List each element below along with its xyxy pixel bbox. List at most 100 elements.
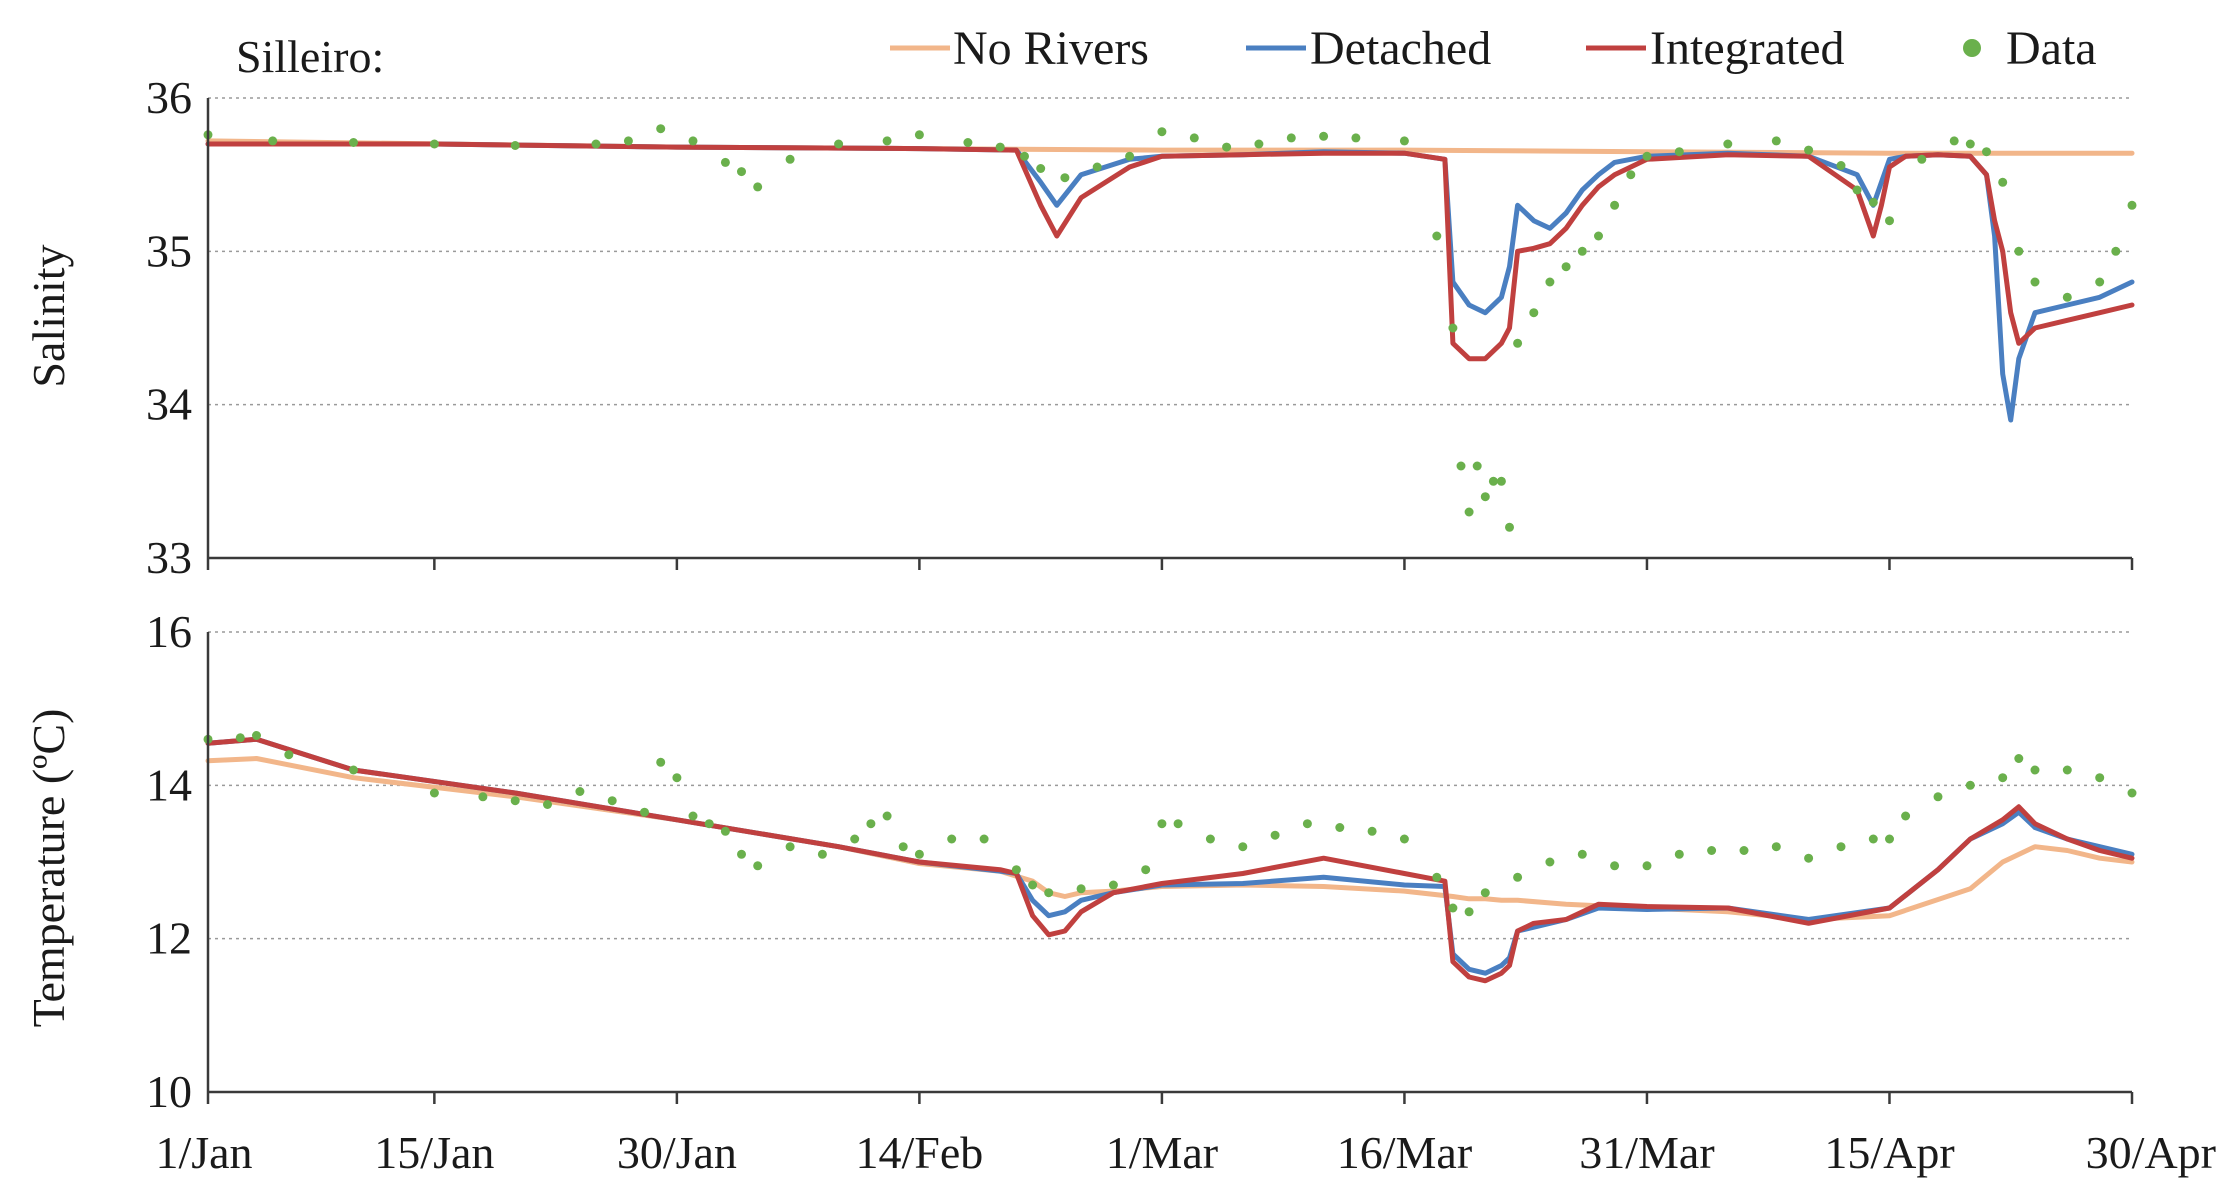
temperature-series-data-point-12 bbox=[656, 757, 666, 767]
salinity-series-data-point-20 bbox=[1060, 173, 1070, 183]
temperature-series-data-point-9 bbox=[575, 787, 585, 796]
salinity-series-data-point-10 bbox=[737, 167, 746, 177]
temperature-series-data-point-42 bbox=[1399, 834, 1409, 844]
salinity-series-integrated bbox=[205, 141, 2135, 362]
salinity-series-data-point-1 bbox=[268, 136, 278, 146]
salinity-series-data-point-43 bbox=[1561, 262, 1571, 272]
salinity-series-data-point-23 bbox=[1157, 127, 1167, 137]
salinity-series-data-point-22 bbox=[1125, 151, 1135, 161]
salinity-series-data-point-27 bbox=[1286, 133, 1296, 143]
temperature-series-data-point-49 bbox=[1577, 849, 1587, 859]
temperature-series-data-point-38 bbox=[1270, 830, 1280, 840]
salinity-y-tick-label-33: 33 bbox=[146, 532, 192, 583]
salinity-series-data-point-60 bbox=[1982, 147, 1991, 157]
salinity-axis-title: Salinity bbox=[23, 244, 74, 387]
salinity-series-data-point-33 bbox=[1456, 461, 1466, 471]
temperature-series-data-point-67 bbox=[2095, 773, 2105, 783]
salinity-series-data-point-4 bbox=[510, 141, 520, 150]
legend-label-detached: Detached bbox=[1310, 22, 1491, 75]
temperature-series-data-point-15 bbox=[704, 819, 714, 829]
salinity-series-data-point-34 bbox=[1464, 507, 1474, 517]
salinity-series-data-point-24 bbox=[1189, 133, 1199, 143]
temperature-y-tick-label-12: 12 bbox=[146, 913, 192, 964]
salinity-series-data-point-44 bbox=[1577, 246, 1587, 256]
salinity-series-data-point-29 bbox=[1351, 133, 1361, 143]
temperature-gridlines bbox=[208, 631, 2132, 940]
temperature-panel: 10 12 14 16 Temperature (ºC) bbox=[23, 606, 2137, 1117]
salinity-series-data-point-21 bbox=[1092, 162, 1102, 172]
salinity-series-data-point-50 bbox=[1723, 139, 1733, 149]
salinity-series-data-point-5 bbox=[591, 139, 601, 149]
salinity-series-data-point-52 bbox=[1804, 145, 1814, 155]
temperature-series-data-point-41 bbox=[1367, 826, 1377, 836]
salinity-series-data-point-53 bbox=[1836, 161, 1846, 170]
salinity-gridlines bbox=[208, 97, 2132, 406]
salinity-series-data-point-63 bbox=[2030, 277, 2040, 287]
salinity-series-data-point-2 bbox=[349, 138, 358, 147]
temperature-series-data-point-25 bbox=[914, 849, 924, 859]
temperature-series-data-point-2 bbox=[252, 731, 261, 740]
temperature-series-data-point-21 bbox=[850, 834, 860, 844]
x-tick-labels: 1/Jan 15/Jan 30/Jan 14/Feb 1/Mar 16/Mar 31/Mar… bbox=[155, 1127, 2216, 1178]
temperature-series-data-point-34 bbox=[1157, 819, 1167, 829]
temperature-series-data-point-22 bbox=[866, 819, 876, 829]
temperature-series-data-point-68 bbox=[2127, 788, 2137, 798]
temperature-series-data-point-14 bbox=[688, 811, 698, 821]
salinity-series-data-point-32 bbox=[1448, 323, 1458, 333]
temperature-series-data-point-3 bbox=[284, 750, 294, 760]
salinity-series-data-point-46 bbox=[1610, 200, 1620, 210]
salinity-series-data-point-59 bbox=[1965, 139, 1975, 149]
temperature-series-data-point-50 bbox=[1610, 861, 1620, 871]
x-tick-label-15-apr: 15/Apr bbox=[1824, 1127, 1954, 1178]
temperature-series bbox=[203, 731, 2137, 984]
temperature-series-data-point-1 bbox=[235, 733, 245, 743]
temperature-series-data-point-36 bbox=[1205, 834, 1215, 844]
temperature-y-tick-label-14: 14 bbox=[146, 759, 192, 810]
salinity-series-detached bbox=[205, 141, 2135, 423]
temperature-series-data-point-24 bbox=[898, 842, 908, 852]
temperature-axes bbox=[206, 632, 2132, 1094]
salinity-axes bbox=[206, 98, 2132, 560]
temperature-series-data-point-30 bbox=[1044, 888, 1054, 898]
temperature-series-data-point-17 bbox=[737, 849, 746, 859]
salinity-series-data-point-58 bbox=[1949, 136, 1959, 146]
station-label: Silleiro: bbox=[236, 31, 384, 82]
x-tick-label-16-mar: 16/Mar bbox=[1337, 1127, 1472, 1178]
x-tick-label-14-feb: 14/Feb bbox=[856, 1127, 984, 1178]
salinity-series-data-point-39 bbox=[1505, 522, 1514, 532]
salinity-series-data-point-62 bbox=[2014, 246, 2024, 256]
temperature-series-data-point-65 bbox=[2030, 765, 2040, 775]
salinity-series-data-point-6 bbox=[623, 136, 633, 146]
temperature-series-data-point-47 bbox=[1513, 872, 1523, 882]
salinity-series-data-point-36 bbox=[1480, 492, 1490, 502]
temperature-series-data-point-63 bbox=[1998, 773, 2008, 783]
salinity-y-tick-label-34: 34 bbox=[146, 379, 192, 430]
x-tick-label-31-mar: 31/Mar bbox=[1579, 1127, 1714, 1178]
salinity-series-data-point-67 bbox=[2127, 200, 2137, 210]
temperature-series-data-point-62 bbox=[1965, 780, 1975, 790]
temperature-series-data-point-31 bbox=[1076, 884, 1086, 894]
temperature-series-data-point-54 bbox=[1739, 846, 1749, 855]
salinity-series-data-point-40 bbox=[1513, 338, 1523, 348]
x-tick-label-30-jan: 30/Jan bbox=[617, 1127, 737, 1178]
temperature-series-data-point-6 bbox=[478, 792, 488, 802]
temperature-series-data-point-39 bbox=[1302, 819, 1312, 829]
salinity-series-data-point-30 bbox=[1399, 136, 1409, 146]
salinity-series-data-point-47 bbox=[1626, 170, 1636, 180]
legend-label-data: Data bbox=[2006, 22, 2097, 75]
temperature-series-integrated bbox=[205, 736, 2135, 984]
temperature-series-no-rivers bbox=[205, 756, 2135, 922]
temperature-series-data-point-66 bbox=[2062, 765, 2072, 775]
legend-label-integrated: Integrated bbox=[1650, 22, 1845, 75]
salinity-series-data-point-66 bbox=[2111, 246, 2121, 256]
salinity-series-data-point-51 bbox=[1771, 136, 1781, 146]
temperature-series-data-point-60 bbox=[1901, 811, 1911, 821]
temperature-series-data-point-28 bbox=[1011, 865, 1021, 875]
temperature-series-data-point-18 bbox=[753, 861, 763, 871]
temperature-series-data-point-51 bbox=[1642, 861, 1652, 871]
temperature-series-data-point-58 bbox=[1868, 834, 1878, 844]
salinity-series-data-point-26 bbox=[1254, 139, 1264, 149]
salinity-series-data-point-57 bbox=[1917, 154, 1927, 164]
salinity-series-data-point-15 bbox=[914, 130, 924, 140]
